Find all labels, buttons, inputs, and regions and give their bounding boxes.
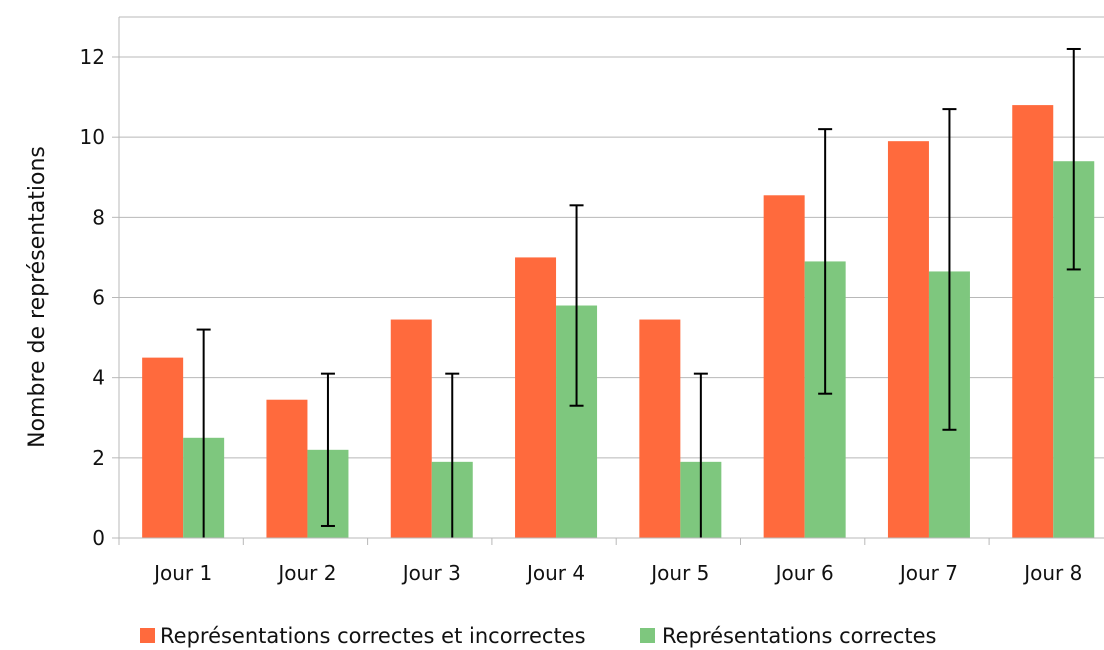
x-tick-label-5: Jour 5 (649, 561, 709, 585)
y-tick-label-12: 12 (80, 45, 105, 69)
x-tick-label-8: Jour 8 (1022, 561, 1082, 585)
bar-all-4 (515, 257, 557, 538)
y-tick-label-0: 0 (92, 526, 105, 550)
x-tick-label-3: Jour 3 (401, 561, 461, 585)
legend-swatch-1 (140, 628, 155, 643)
bar-all-5 (639, 319, 681, 538)
y-tick-label-10: 10 (80, 125, 105, 149)
bar-all-7 (887, 141, 929, 539)
bar-all-6 (763, 195, 805, 538)
grid-lines (119, 16, 1104, 459)
y-tick-label-8: 8 (92, 205, 105, 229)
legend: Représentations correctes et incorrectes… (140, 624, 937, 648)
x-tick-label-4: Jour 4 (525, 561, 585, 585)
x-tick-label-7: Jour 7 (898, 561, 958, 585)
y-tick-label-4: 4 (92, 366, 105, 390)
y-tick-label-6: 6 (92, 286, 105, 310)
bar-all-8 (1012, 105, 1054, 538)
x-tick-label-6: Jour 6 (774, 561, 834, 585)
y-axis-title: Nombre de représentations (25, 146, 50, 448)
legend-label-2: Représentations correctes (662, 624, 937, 648)
bar-all-3 (390, 319, 432, 538)
bar-all-1 (142, 357, 184, 538)
bars (142, 105, 1095, 539)
x-tick-label-2: Jour 2 (276, 561, 336, 585)
axes: 0 2 4 6 8 10 12 Jour 1 Jour 2 Jour 3 Jour 4 Jour 5 J… (80, 17, 1104, 585)
y-tick-label-2: 2 (92, 446, 105, 470)
legend-label-1: Représentations correctes et incorrectes (160, 624, 586, 648)
legend-swatch-2 (640, 628, 655, 643)
error-bars (196, 47, 1081, 538)
bar-all-2 (266, 399, 308, 538)
x-tick-label-1: Jour 1 (152, 561, 212, 585)
